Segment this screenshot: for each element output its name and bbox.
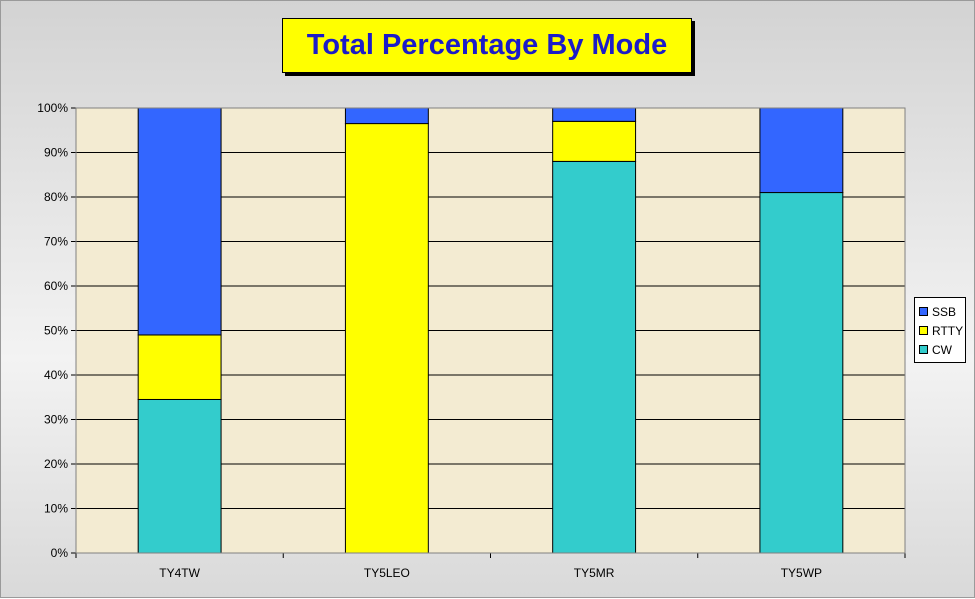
legend-swatch [919, 345, 928, 354]
bar-ssb-ty5mr [552, 107, 637, 122]
bar-cw-ty5wp [759, 192, 844, 554]
x-tick-label: TY5WP [781, 566, 822, 580]
x-tick-label: TY5MR [574, 566, 615, 580]
y-tick-label: 20% [44, 457, 68, 471]
bar-rtty-ty5mr [552, 120, 637, 162]
legend-label: RTTY [932, 323, 964, 338]
bar-cw-ty5mr [552, 160, 637, 554]
y-tick-label: 70% [44, 235, 68, 249]
legend-swatch [919, 326, 928, 335]
plot-border [75, 107, 906, 554]
y-tick-label: 100% [37, 101, 68, 115]
legend-item-rtty: RTTY [919, 321, 965, 340]
chart-title: Total Percentage By Mode [306, 29, 668, 61]
y-tick-label: 50% [44, 324, 68, 338]
legend: SSB RTTY CW [914, 297, 966, 363]
bar-ssb-ty4tw [137, 107, 222, 336]
y-tick-label: 0% [51, 546, 69, 560]
bar-rtty-ty5leo [344, 123, 429, 554]
bar-ssb-ty5leo [344, 107, 429, 125]
y-tick-label: 30% [44, 413, 68, 427]
bar-rtty-ty4tw [137, 334, 222, 400]
legend-swatch [919, 307, 928, 316]
y-tick-label: 10% [44, 502, 68, 516]
x-tick-label: TY4TW [159, 566, 200, 580]
chart-title-box: Total Percentage By Mode [282, 18, 692, 73]
legend-label: SSB [932, 304, 957, 319]
legend-label: CW [932, 342, 952, 357]
y-tick-label: 40% [44, 368, 68, 382]
legend-item-ssb: SSB [919, 302, 965, 321]
y-tick-label: 80% [44, 190, 68, 204]
y-tick-label: 90% [44, 146, 68, 160]
bar-cw-ty4tw [137, 398, 222, 554]
x-tick-label: TY5LEO [364, 566, 410, 580]
bar-ssb-ty5wp [759, 107, 844, 194]
legend-item-cw: CW [919, 340, 965, 359]
y-tick-label: 60% [44, 279, 68, 293]
